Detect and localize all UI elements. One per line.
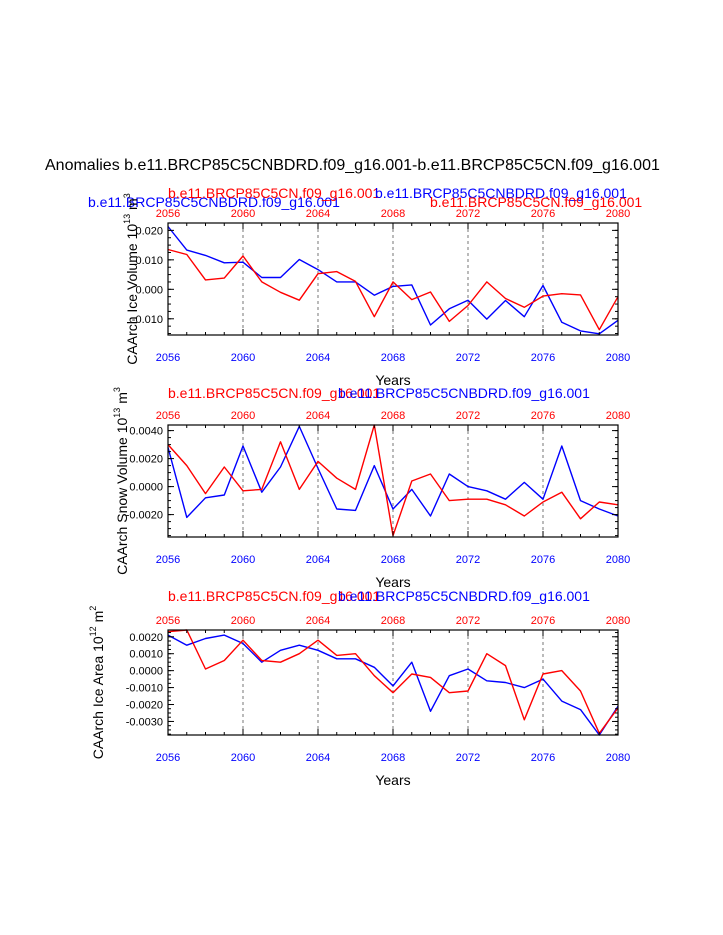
figure-title: Anomalies b.e11.BRCP85C5CNBDRD.f09_g16.0… — [45, 157, 660, 174]
ice-area-ytick-label: 0.0020 — [129, 632, 163, 644]
ice-area-xtick-label-top: 2060 — [231, 615, 255, 627]
ice-volume-ylabel: CAArch Ice Volume 1013 m3 — [122, 193, 140, 364]
ice-volume-series-line-red — [167, 248, 619, 331]
snow-volume-xtick-label-bottom: 2068 — [381, 554, 405, 566]
ice-volume-xtick-label-bottom: 2068 — [381, 352, 405, 364]
ice-area-ytick-label: 0.0000 — [129, 666, 163, 678]
ice-volume-xtick-label-bottom: 2072 — [456, 352, 480, 364]
snow-volume-ylabel: CAArch Snow Volume 1013 m3 — [112, 387, 130, 575]
panel-snow-volume: 2056 2056 2060 2060 2064 2064 2068 2068 2072 2072… — [112, 387, 630, 590]
ice-volume-xlabel: Years — [375, 372, 410, 388]
ice-area-xtick-label-bottom: 2056 — [156, 752, 180, 764]
snow-volume-ytick-label: 0.0000 — [129, 482, 163, 494]
snow-volume-xtick-label-bottom: 2080 — [606, 554, 630, 566]
ice-volume-xtick-label-top: 2056 — [156, 208, 180, 220]
panel-ice-area: 2056 2056 2060 2060 2064 2064 2068 2068 2072 2072… — [88, 606, 630, 788]
chart-panels: 2056 2056 2060 2060 2064 2064 2068 2068 2072 2072… — [88, 193, 630, 788]
ice-area-xlabel: Years — [375, 772, 410, 788]
ice-volume-xtick-label-top: 2072 — [456, 208, 480, 220]
snow-volume-xtick-label-top: 2080 — [606, 410, 630, 422]
panel1-series-label-blue-left: b.e11.BRCP85C5CNBDRD.f09_g16.001 — [88, 194, 340, 210]
ice-area-ytick-label: -0.0020 — [126, 700, 163, 712]
ice-volume-ytick-label: 0.020 — [135, 225, 163, 237]
ice-volume-ylabel-unit-exponent: 3 — [122, 193, 132, 198]
ice-area-xtick-label-top: 2076 — [531, 615, 555, 627]
snow-volume-xlabel: Years — [375, 574, 410, 590]
snow-volume-xtick-label-top: 2076 — [531, 410, 555, 422]
ice-volume-ylabel-unit: m — [124, 198, 140, 214]
snow-volume-series-line-blue — [167, 425, 619, 519]
ice-area-ylabel-unit: m — [90, 611, 106, 627]
snow-volume-ylabel-unit-exponent: 3 — [112, 387, 122, 392]
ice-area-xtick-label-top: 2068 — [381, 615, 405, 627]
ice-volume-ylabel-base: CAArch Ice Volume 10 — [124, 224, 140, 365]
ice-volume-xtick-label-top: 2076 — [531, 208, 555, 220]
ice-area-xtick-label-top: 2056 — [156, 615, 180, 627]
snow-volume-xtick-label-top: 2068 — [381, 410, 405, 422]
snow-volume-xtick-label-top: 2056 — [156, 410, 180, 422]
ice-area-xtick-label-top: 2072 — [456, 615, 480, 627]
snow-volume-ytick-label: 0.0020 — [129, 454, 163, 466]
panel-ice-volume: 2056 2056 2060 2060 2064 2064 2068 2068 2072 2072… — [122, 193, 630, 388]
snow-volume-xtick-label-bottom: 2076 — [531, 554, 555, 566]
ice-volume-ytick-label: -0.010 — [132, 314, 163, 326]
ice-volume-xtick-label-top: 2080 — [606, 208, 630, 220]
panel2-series-label-red: b.e11.BRCP85C5CN.f09_g16.001 — [168, 385, 380, 401]
ice-area-ylabel-exponent: 12 — [88, 626, 98, 636]
snow-volume-xtick-label-top: 2064 — [306, 410, 330, 422]
snow-volume-ylabel-base: CAArch Snow Volume 10 — [114, 417, 130, 574]
ice-volume-ylabel-exponent: 13 — [122, 214, 132, 224]
ice-volume-ytick-label: 0.000 — [135, 284, 163, 296]
ice-area-series-line-blue — [167, 634, 619, 736]
snow-volume-xtick-label-bottom: 2060 — [231, 554, 255, 566]
ice-area-ylabel: CAArch Ice Area 1012 m2 — [88, 606, 106, 760]
ice-volume-xtick-label-top: 2068 — [381, 208, 405, 220]
ice-area-xtick-label-bottom: 2080 — [606, 752, 630, 764]
ice-area-xtick-label-bottom: 2072 — [456, 752, 480, 764]
ice-area-xtick-label-bottom: 2068 — [381, 752, 405, 764]
ice-volume-xtick-label-bottom: 2060 — [231, 352, 255, 364]
snow-volume-xtick-label-top: 2072 — [456, 410, 480, 422]
snow-volume-ytick-label: 0.0040 — [129, 426, 163, 438]
snow-volume-ylabel-exponent: 13 — [112, 408, 122, 418]
ice-volume-ytick-label: 0.010 — [135, 255, 163, 267]
ice-area-ytick-label: -0.0030 — [126, 716, 163, 728]
ice-area-ytick-label: 0.0010 — [129, 649, 163, 661]
ice-volume-xtick-label-bottom: 2064 — [306, 352, 330, 364]
panel3-series-label-blue: b.e11.BRCP85C5CNBDRD.f09_g16.001 — [338, 588, 590, 604]
panel1-series-label-red-right: b.e11.BRCP85C5CN.f09_g16.001 — [430, 194, 642, 210]
panel1-series-label-red-left: b.e11.BRCP85C5CN.f09_g16.001 — [168, 185, 380, 201]
ice-area-xtick-label-bottom: 2076 — [531, 752, 555, 764]
ice-area-series-line-red — [167, 629, 619, 734]
ice-area-xtick-label-bottom: 2060 — [231, 752, 255, 764]
panel1-series-label-blue-right: b.e11.BRCP85C5CNBDRD.f09_g16.001 — [375, 185, 627, 201]
ice-volume-xtick-label-bottom: 2056 — [156, 352, 180, 364]
ice-area-ylabel-base: CAArch Ice Area 10 — [90, 636, 106, 759]
ice-area-ytick-label: -0.0010 — [126, 683, 163, 695]
snow-volume-xtick-label-bottom: 2072 — [456, 554, 480, 566]
snow-volume-ylabel-unit: m — [114, 392, 130, 408]
snow-volume-ytick-label: -0.0020 — [126, 510, 163, 522]
ice-volume-series-line-blue — [167, 226, 619, 335]
ice-area-ylabel-unit-exponent: 2 — [88, 606, 98, 611]
ice-area-xtick-label-bottom: 2064 — [306, 752, 330, 764]
ice-area-xtick-label-top: 2080 — [606, 615, 630, 627]
panel3-series-label-red: b.e11.BRCP85C5CN.f09_g16.001 — [168, 588, 380, 604]
ice-volume-xtick-label-bottom: 2076 — [531, 352, 555, 364]
snow-volume-xtick-label-top: 2060 — [231, 410, 255, 422]
ice-volume-xtick-label-bottom: 2080 — [606, 352, 630, 364]
ice-area-xtick-label-top: 2064 — [306, 615, 330, 627]
ice-volume-xtick-label-top: 2064 — [306, 208, 330, 220]
ice-volume-xtick-label-top: 2060 — [231, 208, 255, 220]
snow-volume-xtick-label-bottom: 2056 — [156, 554, 180, 566]
snow-volume-xtick-label-bottom: 2064 — [306, 554, 330, 566]
ice-area-plot-frame — [167, 629, 619, 736]
panel2-series-label-blue: b.e11.BRCP85C5CNBDRD.f09_g16.001 — [338, 385, 590, 401]
